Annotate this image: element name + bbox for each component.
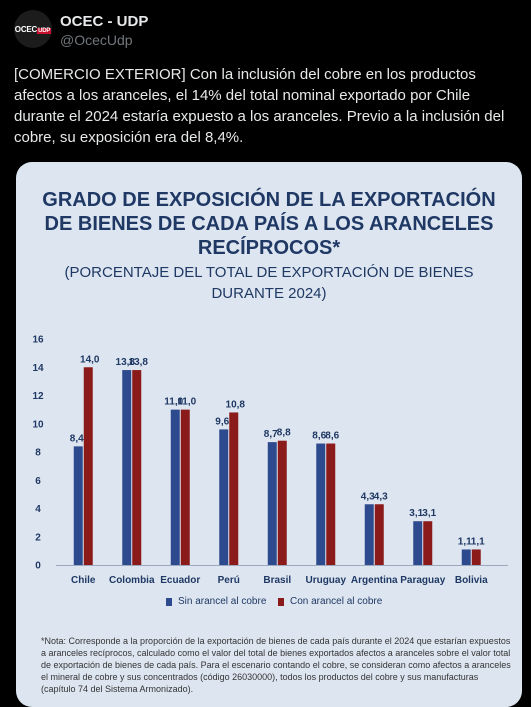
legend-swatch-con bbox=[278, 597, 284, 606]
chart-note-line: *Nota: Corresponde a la proporción de la… bbox=[41, 636, 511, 646]
data-label-sin: 8,7 bbox=[264, 429, 278, 440]
bar-sin bbox=[122, 370, 132, 565]
x-tick-label: Uruguay bbox=[305, 575, 346, 586]
x-tick-label: Paraguay bbox=[400, 575, 445, 586]
bar-con bbox=[277, 440, 287, 565]
y-tick-label: 14 bbox=[32, 363, 44, 374]
y-tick-label: 8 bbox=[35, 448, 41, 459]
data-label-con: 1,1 bbox=[471, 536, 485, 547]
data-label-con: 13,8 bbox=[129, 357, 149, 368]
data-label-sin: 1,1 bbox=[458, 536, 472, 547]
y-tick-label: 16 bbox=[32, 335, 44, 346]
y-tick-label: 10 bbox=[32, 419, 44, 430]
chart-title-line: RECÍPROCOS* bbox=[197, 237, 341, 259]
y-tick-label: 2 bbox=[35, 532, 41, 543]
x-tick-label: Argentina bbox=[351, 575, 398, 586]
data-label-con: 8,6 bbox=[325, 431, 339, 442]
avatar-logo: OCECUDP bbox=[14, 24, 52, 34]
legend-item-sin: Sin arancel al cobre bbox=[166, 596, 266, 607]
chart-note-line: a aranceles recíprocos, calculado como e… bbox=[41, 648, 511, 658]
bar-sin bbox=[73, 446, 83, 565]
data-label-sin: 13,8 bbox=[116, 357, 136, 368]
legend-label-sin: Sin arancel al cobre bbox=[178, 596, 267, 607]
chart-note-line: el mineral de cobre y sus concentrados (… bbox=[41, 672, 479, 682]
bar-sin bbox=[219, 429, 229, 565]
chart-subtitle-line: DURANTE 2024) bbox=[211, 285, 327, 302]
author-handle[interactable]: @OcecUdp bbox=[60, 32, 133, 48]
bar-con bbox=[423, 521, 433, 565]
bar-con bbox=[180, 409, 190, 565]
avatar-label: OCEC bbox=[14, 24, 38, 34]
data-label-sin: 3,1 bbox=[409, 508, 423, 519]
bar-con bbox=[229, 412, 239, 565]
y-tick-label: 0 bbox=[35, 561, 41, 572]
data-label-con: 14,0 bbox=[80, 354, 100, 365]
chart-title-line: GRADO DE EXPOSICIÓN DE LA EXPORTACIÓN bbox=[42, 189, 496, 211]
bar-sin bbox=[316, 443, 326, 565]
chart-note-line: de exportación de bienes de cada país. P… bbox=[41, 660, 511, 670]
bar-con bbox=[132, 370, 142, 565]
chart-title: GRADO DE EXPOSICIÓN DE LA EXPORTACIÓN DE… bbox=[16, 188, 522, 260]
y-tick-label: 4 bbox=[35, 504, 41, 515]
tweet-header: OCECUDP OCEC - UDP @OcecUdp bbox=[14, 10, 514, 54]
author-name[interactable]: OCEC - UDP bbox=[60, 13, 149, 30]
y-tick-label: 6 bbox=[35, 476, 41, 487]
chart-title-line: DE BIENES DE CADA PAÍS A LOS ARANCELES bbox=[44, 213, 494, 235]
tweet-media-image[interactable]: GRADO DE EXPOSICIÓN DE LA EXPORTACIÓN DE… bbox=[16, 162, 522, 707]
x-tick-label: Perú bbox=[218, 575, 240, 586]
data-label-con: 4,3 bbox=[374, 491, 388, 502]
x-tick-label: Brasil bbox=[263, 575, 291, 586]
bar-sin bbox=[413, 521, 423, 565]
data-label-sin: 9,6 bbox=[215, 416, 229, 427]
legend-label-con: Con arancel al cobre bbox=[290, 596, 383, 607]
legend-item-con: Con arancel al cobre bbox=[278, 596, 382, 607]
chart-subtitle: (PORCENTAJE DEL TOTAL DE EXPORTACIÓN DE … bbox=[16, 262, 522, 304]
data-label-con: 10,8 bbox=[226, 399, 246, 410]
chart-note-line: (capítulo 74 del Sistema Armonizado). bbox=[41, 684, 194, 694]
tweet-text: [COMERCIO EXTERIOR] Con la inclusión del… bbox=[14, 66, 505, 146]
bar-con bbox=[374, 504, 384, 565]
data-label-con: 11,0 bbox=[177, 397, 196, 408]
bar-con bbox=[326, 443, 336, 565]
x-tick-label: Ecuador bbox=[160, 575, 200, 586]
avatar-sub: UDP bbox=[37, 27, 52, 34]
bar-con bbox=[471, 549, 481, 565]
data-label-con: 3,1 bbox=[422, 508, 436, 519]
bar-sin bbox=[170, 409, 180, 565]
y-tick-label: 12 bbox=[32, 391, 44, 402]
x-tick-label: Chile bbox=[71, 575, 96, 586]
data-label-sin: 8,4 bbox=[70, 433, 84, 444]
data-label-sin: 4,3 bbox=[361, 491, 375, 502]
bar-sin bbox=[461, 549, 471, 565]
chart-subtitle-line: (PORCENTAJE DEL TOTAL DE EXPORTACIÓN DE … bbox=[64, 264, 474, 281]
avatar[interactable]: OCECUDP bbox=[14, 10, 52, 48]
x-tick-label: Bolivia bbox=[455, 575, 488, 586]
legend-swatch-sin bbox=[166, 597, 172, 606]
data-label-con: 8,8 bbox=[277, 428, 291, 439]
chart-note: *Nota: Corresponde a la proporción de la… bbox=[41, 635, 511, 695]
bar-con bbox=[83, 367, 93, 565]
x-tick-label: Colombia bbox=[109, 575, 155, 586]
data-label-sin: 11,0 bbox=[164, 397, 183, 408]
data-label-sin: 8,6 bbox=[312, 431, 326, 442]
bar-chart: 0 2 4 6 8 10 12 14 16 8,4 14,0 Chile 13,813,8 Colombi… bbox=[32, 335, 508, 586]
bar-sin bbox=[364, 504, 374, 565]
bar-sin bbox=[267, 442, 277, 565]
